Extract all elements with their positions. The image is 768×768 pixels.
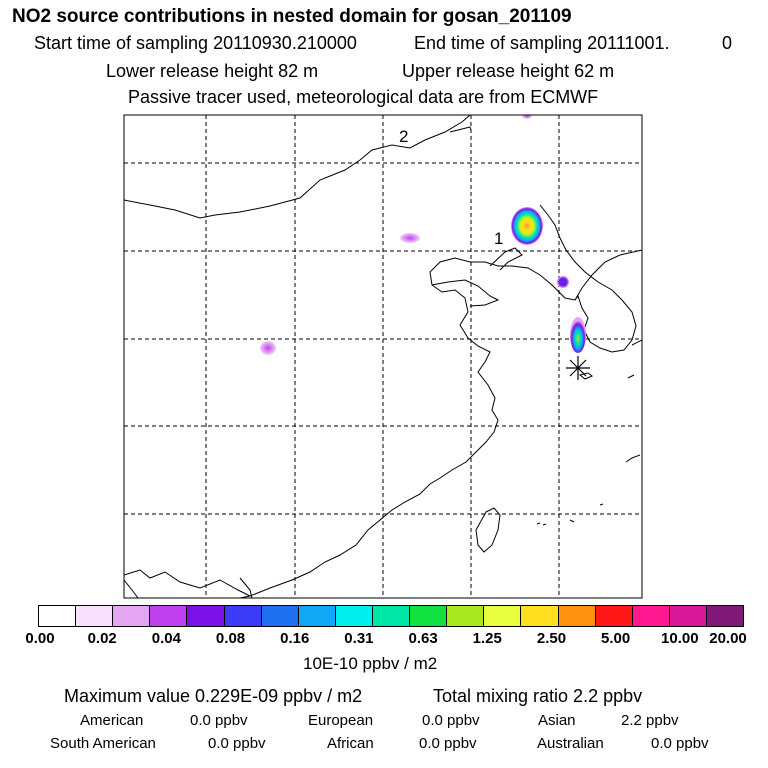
plume-bohai-north bbox=[511, 207, 543, 245]
region-south-american-name: South American bbox=[50, 735, 156, 752]
plume-inland-north bbox=[400, 233, 420, 243]
colorbar-tick-label: 0.00 bbox=[25, 630, 55, 647]
region-american-value: 0.0 ppbv bbox=[190, 712, 248, 729]
colorbar-tick-label: 20.00 bbox=[709, 630, 747, 647]
colorbar-segment bbox=[558, 606, 596, 626]
start-time: Start time of sampling 20110930.210000 bbox=[34, 33, 357, 53]
colorbar-tick-label: 0.63 bbox=[408, 630, 438, 647]
colorbar-segment bbox=[521, 606, 559, 626]
coastlines bbox=[124, 115, 642, 598]
colorbar-segment bbox=[113, 606, 151, 626]
colorbar-segment bbox=[484, 606, 522, 626]
colorbar-segment bbox=[261, 606, 299, 626]
colorbar-segment bbox=[335, 606, 373, 626]
plume-korea-west bbox=[557, 276, 569, 288]
region-european-name: European bbox=[308, 712, 374, 729]
colorbar-tick-label: 2.50 bbox=[536, 630, 567, 647]
colorbar-segment bbox=[447, 606, 485, 626]
region-asian-name: Asian bbox=[538, 712, 576, 729]
total-mixing-ratio: Total mixing ratio 2.2 ppbv bbox=[433, 686, 643, 706]
colorbar-segment bbox=[298, 606, 336, 626]
tracer-info: Passive tracer used, meteorological data… bbox=[128, 87, 599, 107]
end-time-suffix: 0 bbox=[722, 33, 733, 53]
colorbar-segment bbox=[372, 606, 411, 626]
colorbar-segment bbox=[39, 606, 77, 626]
upper-release-height: Upper release height 62 m bbox=[402, 61, 615, 81]
plume-west bbox=[260, 341, 276, 355]
colorbar-segment bbox=[706, 606, 744, 626]
colorbar-tick-label: 0.16 bbox=[280, 630, 310, 647]
map-label-2: 2 bbox=[399, 127, 408, 146]
maximum-value: Maximum value 0.229E-09 ppbv / m2 bbox=[64, 686, 363, 706]
plume-yellow-sea bbox=[570, 317, 586, 353]
end-time: End time of sampling 20111001. bbox=[414, 33, 670, 53]
colorbar-segment bbox=[224, 606, 262, 626]
region-european-value: 0.0 ppbv bbox=[422, 712, 480, 729]
map-title: NO2 source contributions in nested domai… bbox=[12, 6, 572, 27]
colorbar-tick-label: 10.00 bbox=[661, 630, 699, 647]
region-african-value: 0.0 ppbv bbox=[419, 735, 477, 752]
concentration-plumes bbox=[260, 115, 586, 355]
colorbar-tick-label: 1.25 bbox=[472, 630, 502, 647]
colorbar-unit: 10E-10 ppbv / m2 bbox=[303, 654, 438, 673]
region-asian-value: 2.2 ppbv bbox=[621, 712, 679, 729]
colorbar bbox=[38, 605, 744, 627]
colorbar-segment bbox=[595, 606, 633, 626]
region-american-name: American bbox=[80, 712, 144, 729]
asterisk-icon bbox=[566, 356, 590, 380]
lower-release-height: Lower release height 82 m bbox=[106, 61, 319, 81]
colorbar-tick-label: 0.08 bbox=[215, 630, 246, 647]
colorbar-segment bbox=[632, 606, 670, 626]
colorbar-tick-label: 0.02 bbox=[87, 630, 117, 647]
region-australian-value: 0.0 ppbv bbox=[651, 735, 709, 752]
map-label-1: 1 bbox=[494, 229, 503, 248]
colorbar-segment bbox=[410, 606, 448, 626]
region-south-american-value: 0.0 ppbv bbox=[208, 735, 266, 752]
colorbar-tick-label: 0.31 bbox=[344, 630, 374, 647]
map-gridlines bbox=[124, 115, 642, 598]
colorbar-segment bbox=[669, 606, 707, 626]
colorbar-tick-label: 0.04 bbox=[151, 630, 181, 647]
colorbar-segment bbox=[76, 606, 114, 626]
region-australian-name: Australian bbox=[537, 735, 604, 752]
colorbar-segment bbox=[187, 606, 225, 626]
colorbar-segment bbox=[150, 606, 188, 626]
region-african-name: African bbox=[327, 735, 374, 752]
plume-top-edge bbox=[522, 115, 532, 119]
colorbar-tick-label: 5.00 bbox=[601, 630, 631, 647]
map-frame bbox=[123, 114, 643, 599]
